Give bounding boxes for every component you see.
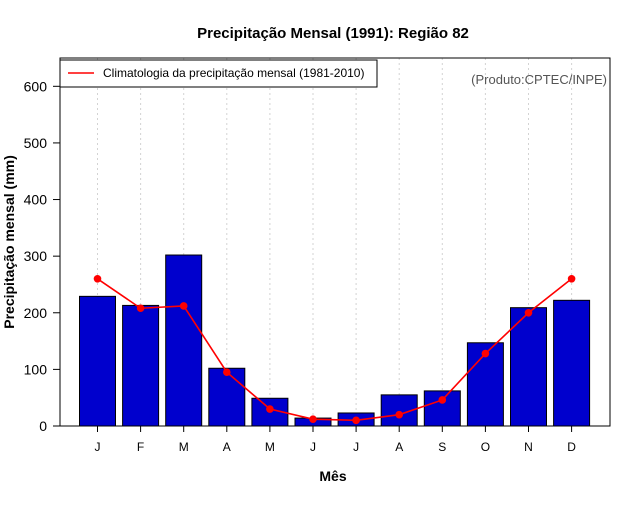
y-tick-label: 0 (39, 418, 47, 434)
chart-title: Precipitação Mensal (1991): Região 82 (197, 25, 469, 42)
legend-label: Climatologia da precipitação mensal (198… (103, 66, 364, 80)
y-tick-label: 100 (24, 361, 48, 377)
x-tick-label: A (395, 440, 403, 454)
bar-4 (208, 367, 246, 427)
x-tick-label: M (179, 440, 189, 454)
climatology-point-10 (481, 349, 490, 358)
y-tick-label: 400 (24, 192, 48, 208)
y-axis-label: Precipitação mensal (mm) (1, 155, 17, 329)
bar-12 (553, 299, 591, 427)
y-tick-label: 600 (24, 78, 48, 94)
y-tick-label: 500 (24, 135, 48, 151)
climatology-point-12 (567, 275, 576, 283)
climatology-point-2 (136, 304, 145, 313)
x-tick-label: N (524, 440, 533, 454)
bars-layer (79, 254, 591, 427)
climatology-point-3 (179, 302, 188, 310)
climatology-point-7 (352, 416, 360, 425)
climatology-point-1 (93, 275, 102, 283)
x-tick-label: M (265, 440, 275, 454)
bar-1 (79, 295, 116, 427)
x-tick-label: J (310, 440, 316, 454)
bar-3 (165, 254, 203, 427)
legend-box (59, 59, 378, 88)
x-tick-label: D (567, 440, 576, 454)
bar-9 (423, 390, 461, 427)
y-axis-ticks: 0 100 200 300 400 500 600 (24, 78, 60, 434)
x-tick-label: O (481, 440, 490, 454)
plot-area-border (59, 57, 611, 427)
climatology-point-6 (309, 415, 317, 424)
x-axis-label: Mês (319, 468, 346, 484)
climatology-point-4 (223, 368, 231, 377)
x-tick-label: A (223, 440, 231, 454)
climatology-point-9 (438, 396, 447, 404)
x-tick-label: S (438, 440, 446, 454)
y-tick-label: 300 (24, 248, 48, 264)
x-tick-label: J (95, 440, 101, 454)
climatology-point-8 (395, 410, 404, 419)
climatology-point-11 (524, 308, 533, 317)
x-tick-label: J (353, 440, 359, 454)
climatology-point-5 (266, 405, 274, 413)
credit-text: (Produto:CPTEC/INPE) (471, 72, 607, 87)
climatology-line-layer (93, 275, 576, 425)
x-tick-label: F (137, 440, 144, 454)
bar-11 (510, 307, 547, 427)
bar-2 (122, 304, 160, 427)
legend: Climatologia da precipitação mensal (198… (59, 59, 378, 88)
y-tick-label: 200 (24, 305, 48, 321)
climatology-line (97, 278, 573, 422)
